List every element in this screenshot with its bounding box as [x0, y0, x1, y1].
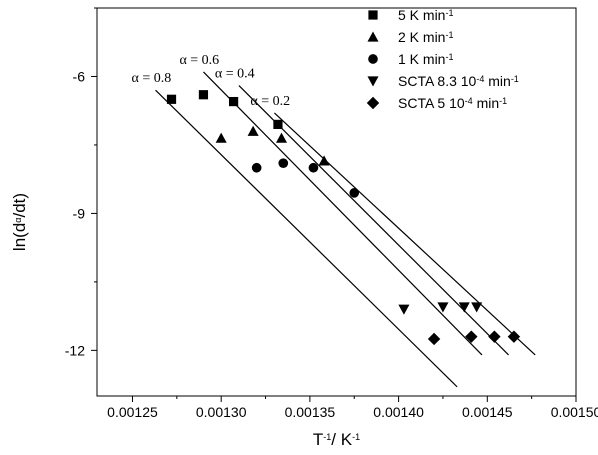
y-tick-label: -9: [73, 205, 86, 221]
circle-point: [349, 188, 360, 198]
diamond-point: [488, 330, 501, 343]
alpha-label: α = 0.8: [132, 71, 172, 86]
circle-point: [278, 158, 289, 169]
legend-label: 5 K min-1: [398, 7, 453, 23]
y-axis: -6 -9 -12 ln(dα/dt): [10, 7, 97, 358]
legend-marker-circle: [368, 54, 378, 64]
plot-frame: [96, 7, 577, 397]
y-tick-label: -12: [65, 342, 85, 358]
x-tick-label: 0.00135: [285, 404, 336, 420]
triangle-up-point: [318, 155, 330, 166]
triangle-up-point: [275, 132, 288, 143]
x-tick-label: 0.00130: [196, 404, 247, 420]
square-point: [229, 96, 239, 107]
triangle-up-point: [247, 125, 259, 136]
x-axis-title: T-1/ K-1: [313, 430, 360, 449]
square-point: [273, 119, 283, 129]
fit-line: [155, 89, 458, 388]
data-points: [166, 90, 521, 346]
legend: 5 K min-1 2 K min-1 1 K min-1 SCTA 8.3 10-4…: [366, 7, 519, 111]
legend-label: SCTA 5 10-4 min-1: [398, 95, 507, 111]
x-tick-label: 0.00140: [373, 404, 424, 420]
alpha-annotations: α = 0.2 α = 0.4α = 0.6 α = 0.8: [132, 53, 291, 109]
fit-line: [273, 112, 536, 356]
legend-marker-diamond: [366, 96, 380, 110]
triangle-up-point: [215, 132, 227, 143]
diamond-point: [427, 332, 441, 346]
triangle-down-point: [398, 304, 410, 315]
legend-marker-square: [368, 10, 378, 20]
x-axis: 0.00125 0.00130 0.00135 0.00140 0.00145 0.001…: [107, 396, 598, 449]
alpha-label: α = 0.6: [179, 53, 219, 68]
square-point: [166, 94, 177, 104]
legend-label: SCTA 8.3 10-4 min-1: [398, 73, 519, 89]
x-tick-label: 0.00125: [107, 404, 158, 420]
y-axis-title: ln(dα/dt): [10, 193, 29, 251]
diamond-point: [507, 330, 521, 343]
legend-marker-triangle-down: [367, 76, 379, 87]
triangle-down-point: [437, 302, 449, 313]
fit-line: [203, 71, 483, 356]
x-tick-label: 0.00145: [462, 404, 513, 420]
fit-lines: [155, 71, 536, 388]
diamond-point: [465, 330, 478, 343]
circle-point: [251, 162, 262, 173]
x-tick-label: 0.00150: [551, 404, 598, 420]
legend-marker-triangle-up: [367, 31, 379, 42]
alpha-label: α = 0.2: [250, 94, 290, 109]
triangle-down-point: [471, 302, 483, 313]
legend-label: 2 K min-1: [398, 29, 453, 45]
y-tick-label: -6: [73, 68, 86, 84]
plot-border: [96, 7, 577, 397]
alpha-label: α = 0.4: [215, 67, 255, 82]
legend-label: 1 K min-1: [398, 51, 453, 67]
triangle-down-point: [458, 302, 470, 313]
circle-point: [308, 162, 319, 173]
square-point: [198, 90, 209, 100]
